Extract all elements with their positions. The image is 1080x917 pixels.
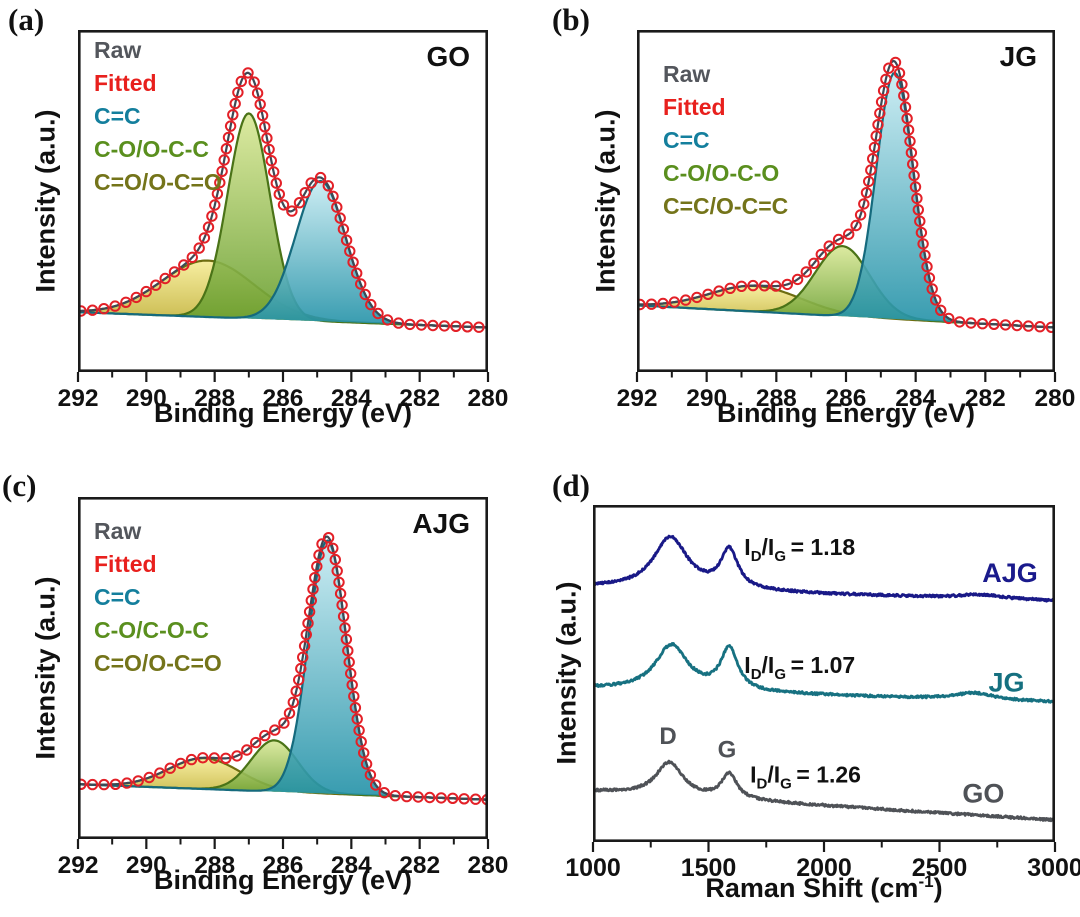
legend-item: C=C/O-C=C <box>663 193 789 219</box>
x-tick-label: 290 <box>686 385 727 412</box>
component-fill-0 <box>78 260 488 328</box>
id-ig-annotation: ID/IG = 1.18 <box>744 534 855 565</box>
legend-item: Fitted <box>663 94 726 120</box>
x-tick-label: 288 <box>194 385 235 412</box>
fitted-markers <box>78 532 488 806</box>
plot-area-c: AJG 292 290 288 286 284 282 280 Raw Fitted C=C C-O… <box>58 496 508 879</box>
y-axis-label-b: Intensity (a.u.) <box>590 109 621 293</box>
legend-item: Fitted <box>94 551 157 577</box>
x-axis-label-a: Binding Energy (eV) <box>153 398 413 428</box>
x-tick-label: 286 <box>826 385 867 412</box>
x-tick-label: 280 <box>1035 385 1076 412</box>
panel-label-a: (a) <box>8 2 45 37</box>
x-tick-label: 2500 <box>912 854 968 882</box>
trace-label-G: G <box>718 737 737 764</box>
xps-chart: 292 290 288 286 284 282 280 <box>58 29 508 412</box>
x-tick-label: 292 <box>58 385 99 412</box>
legend-item: Raw <box>94 37 142 63</box>
x-axis-label-b: Binding Energy (eV) <box>716 398 976 428</box>
legend-item: C=O/O-C=O <box>94 169 222 195</box>
x-tick-label: 282 <box>399 852 440 879</box>
fitted-markers <box>637 56 1055 333</box>
x-tick-label: 292 <box>58 852 99 879</box>
plot-frame <box>636 29 1055 372</box>
x-tick-label: 290 <box>126 852 167 879</box>
legend: Raw Fitted C=C C-O/O-C-O C=C/O-C=C <box>663 58 788 223</box>
raw-envelope-line <box>78 71 488 329</box>
x-tick-label: 288 <box>194 852 235 879</box>
raman-trace-AJG <box>593 534 1055 603</box>
id-ig-annotation: ID/IG = 1.26 <box>750 762 861 793</box>
raw-envelope-line <box>637 59 1055 329</box>
raman-xlabel-end: ) <box>933 873 943 903</box>
trace-label-D: D <box>659 723 676 750</box>
x-tick-label: 280 <box>468 385 509 412</box>
legend-item: C=C <box>94 103 141 129</box>
x-tick-label: 3000 <box>1027 854 1080 882</box>
component-fill-2 <box>78 181 488 328</box>
y-axis-label-d: Intensity (a.u.) <box>551 581 582 765</box>
raman-trace-JG <box>593 642 1055 704</box>
legend: Raw Fitted C=C C-O/C-O-C C=O/O-C=O <box>94 515 222 680</box>
x-tick-label: 282 <box>965 385 1006 412</box>
raman-trace-GO <box>593 759 1055 823</box>
panel-label-c: (c) <box>2 468 37 503</box>
x-tick-label: 286 <box>263 385 304 412</box>
legend: Raw Fitted C=C C-O/O-C-C C=O/O-C=O <box>94 34 222 199</box>
x-tick-label: 280 <box>468 852 509 879</box>
x-tick-label: 282 <box>399 385 440 412</box>
x-tick-label: 2000 <box>796 854 852 882</box>
x-tick-label: 292 <box>617 385 658 412</box>
x-tick-label: 284 <box>895 385 936 412</box>
sample-title-b: JG <box>999 41 1037 72</box>
x-tick-label: 290 <box>126 385 167 412</box>
panel-label-b: (b) <box>552 2 590 37</box>
component-fill-1 <box>637 246 1055 328</box>
legend-item: C=O/O-C=O <box>94 650 222 676</box>
raman-chart: ID/IG = 1.18 ID/IG = 1.07 ID/IG = 1.26 AJG J… <box>565 504 1080 882</box>
id-ig-annotation: ID/IG = 1.07 <box>744 652 855 683</box>
sample-title-c: AJG <box>412 508 470 539</box>
component-fill-0 <box>637 285 1055 328</box>
y-axis-label-a: Intensity (a.u.) <box>30 109 61 293</box>
trace-label-JG: JG <box>988 667 1024 697</box>
raman-xlabel-sup: -1 <box>918 872 934 891</box>
x-tick-label: 284 <box>331 385 372 412</box>
legend-item: Fitted <box>94 70 157 96</box>
xps-chart: 292 290 288 286 284 282 280 <box>617 29 1075 412</box>
legend-item: Raw <box>94 518 142 544</box>
plot-area-d: ID/IG = 1.18 ID/IG = 1.07 ID/IG = 1.26 AJG J… <box>565 504 1080 882</box>
x-axis-label-c: Binding Energy (eV) <box>153 865 413 895</box>
legend-item: C-O/O-C-C <box>94 136 209 162</box>
fitted-markers <box>78 67 485 333</box>
x-tick-label: 1500 <box>681 854 737 882</box>
x-tick-label: 1000 <box>565 854 621 882</box>
plot-area-a: GO 292 290 288 286 284 282 280 Raw Fitted C=C C-O/… <box>58 29 508 412</box>
y-axis-label-c: Intensity (a.u.) <box>30 576 61 760</box>
raman-xlabel-main: Raman Shift (cm <box>705 873 919 903</box>
plot-frame <box>77 29 488 372</box>
xps-chart: 292 290 288 286 284 282 280 <box>58 496 508 879</box>
legend-item: C=C <box>94 584 141 610</box>
trace-label-GO: GO <box>962 779 1004 809</box>
plot-frame <box>592 504 1055 842</box>
legend-item: C-O/O-C-O <box>663 160 780 186</box>
sample-title-a: GO <box>426 41 470 72</box>
x-tick-label: 288 <box>756 385 797 412</box>
legend-item: C=C <box>663 127 710 153</box>
legend-item: Raw <box>663 61 711 87</box>
component-fill-1 <box>78 740 488 800</box>
x-axis-label-d: Raman Shift (cm-1) <box>593 872 1055 904</box>
raw-envelope-line <box>78 535 488 801</box>
x-tick-label: 286 <box>263 852 304 879</box>
legend-item: C-O/C-O-C <box>94 617 209 643</box>
x-tick-label: 284 <box>331 852 372 879</box>
plot-frame <box>77 496 488 839</box>
trace-label-AJG: AJG <box>982 558 1038 588</box>
panel-label-d: (d) <box>552 468 590 503</box>
plot-area-b: JG 292 290 288 286 284 282 280 Raw Fitted C=C C-O/… <box>617 29 1075 412</box>
